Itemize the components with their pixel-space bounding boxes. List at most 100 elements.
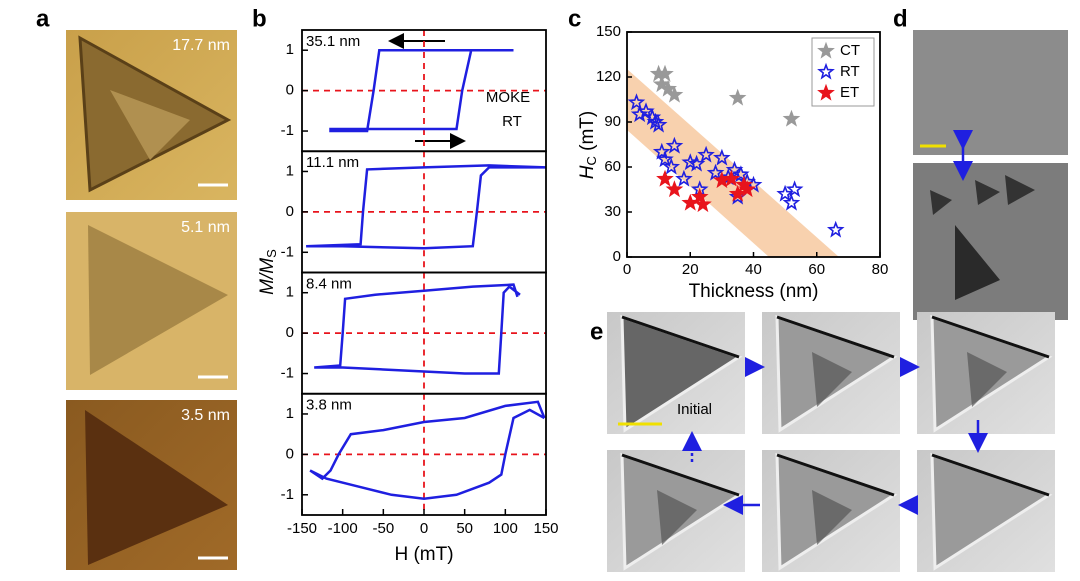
y-tick-label: 60 [604, 158, 621, 175]
afm-images [66, 30, 237, 570]
y-tick-label: -1 [281, 486, 294, 503]
guide-band [627, 69, 839, 257]
domain-images [607, 312, 1055, 572]
domain [967, 352, 1007, 407]
sequence-arrows [682, 357, 988, 515]
y-tick-label: 1 [286, 162, 294, 179]
y-tick-label: 150 [596, 23, 621, 40]
point [652, 142, 671, 160]
point [728, 184, 747, 202]
legend-label: RT [840, 63, 860, 80]
y-tick-label: 90 [604, 113, 621, 130]
loop [306, 164, 547, 250]
legend-label: ET [840, 84, 859, 101]
point [630, 105, 649, 123]
domain [812, 490, 852, 545]
y-tick-label: 0 [613, 248, 621, 265]
panel-label: b [252, 5, 267, 32]
point [722, 169, 741, 187]
x-tick-label: 0 [420, 520, 428, 537]
point [681, 193, 700, 211]
loop-label: 3.8 nm [306, 397, 352, 414]
annotation: RT [502, 113, 522, 130]
point [665, 85, 684, 103]
panel-label: e [590, 318, 603, 345]
point [662, 157, 681, 175]
x-tick-label: 80 [872, 261, 889, 278]
x-tick-label: 100 [493, 520, 518, 537]
x-axis-label: Thickness (nm) [689, 281, 819, 302]
point [690, 187, 709, 205]
point [738, 180, 756, 198]
y-tick-label: 30 [604, 203, 621, 220]
panel-label: d [893, 5, 908, 32]
thickness-label: 17.7 nm [172, 37, 230, 54]
y-tick-label: 0 [286, 324, 294, 341]
point [732, 165, 750, 183]
point [665, 180, 684, 198]
y-tick-label: 0 [286, 82, 294, 99]
edge [621, 453, 740, 497]
legend-label: CT [840, 42, 860, 59]
x-axis-label: H (mT) [394, 544, 453, 565]
point [826, 220, 845, 238]
y-tick-label: 0 [286, 445, 294, 462]
loop-label: 8.4 nm [306, 275, 352, 292]
x-tick-label: 150 [533, 520, 558, 537]
initial-note: Initial [677, 401, 712, 418]
legend-marker [817, 41, 835, 59]
frame [626, 31, 881, 258]
x-tick-label: 20 [682, 261, 699, 278]
y-tick-label: -1 [281, 122, 294, 139]
domain [657, 490, 697, 545]
point [782, 109, 801, 127]
y-tick-label: 120 [596, 68, 621, 85]
point [697, 145, 715, 163]
point [649, 115, 668, 133]
x-tick-label: 0 [623, 261, 631, 278]
edge [931, 453, 1050, 497]
point [637, 102, 655, 120]
legend-marker [817, 62, 835, 80]
x-tick-label: -100 [328, 520, 358, 537]
point [656, 64, 674, 82]
loop-label: 35.1 nm [306, 33, 360, 50]
loop [314, 283, 521, 375]
annotation: MOKE [486, 89, 530, 106]
edge [931, 315, 1050, 359]
edge [621, 315, 740, 359]
thickness-label: 5.1 nm [181, 219, 230, 236]
x-tick-label: -50 [372, 520, 394, 537]
y-tick-label: -1 [281, 243, 294, 260]
loop [329, 48, 514, 133]
y-axis-label: HC (mT) [577, 111, 599, 180]
panel-label: a [36, 5, 50, 32]
y-tick-label: 1 [286, 284, 294, 301]
x-tick-label: 40 [745, 261, 762, 278]
x-tick-label: 60 [808, 261, 825, 278]
y-tick-label: -1 [281, 365, 294, 382]
edge [776, 315, 895, 359]
y-tick-label: 1 [286, 405, 294, 422]
point [656, 169, 674, 187]
point [713, 148, 731, 166]
y-axis-label: M/MS [257, 249, 279, 295]
point [782, 193, 801, 211]
x-tick-label: -150 [287, 520, 317, 537]
domain [812, 352, 852, 407]
point [675, 169, 693, 187]
point [776, 184, 794, 202]
point [785, 180, 804, 198]
legend-marker [817, 83, 835, 101]
thickness-label: 3.5 nm [181, 407, 230, 424]
point [706, 163, 725, 181]
edge [776, 453, 895, 497]
point [665, 136, 684, 154]
y-tick-label: 0 [286, 203, 294, 220]
point [659, 79, 677, 97]
point [728, 88, 747, 106]
loop [309, 400, 546, 501]
point [656, 150, 674, 168]
point [627, 93, 646, 111]
